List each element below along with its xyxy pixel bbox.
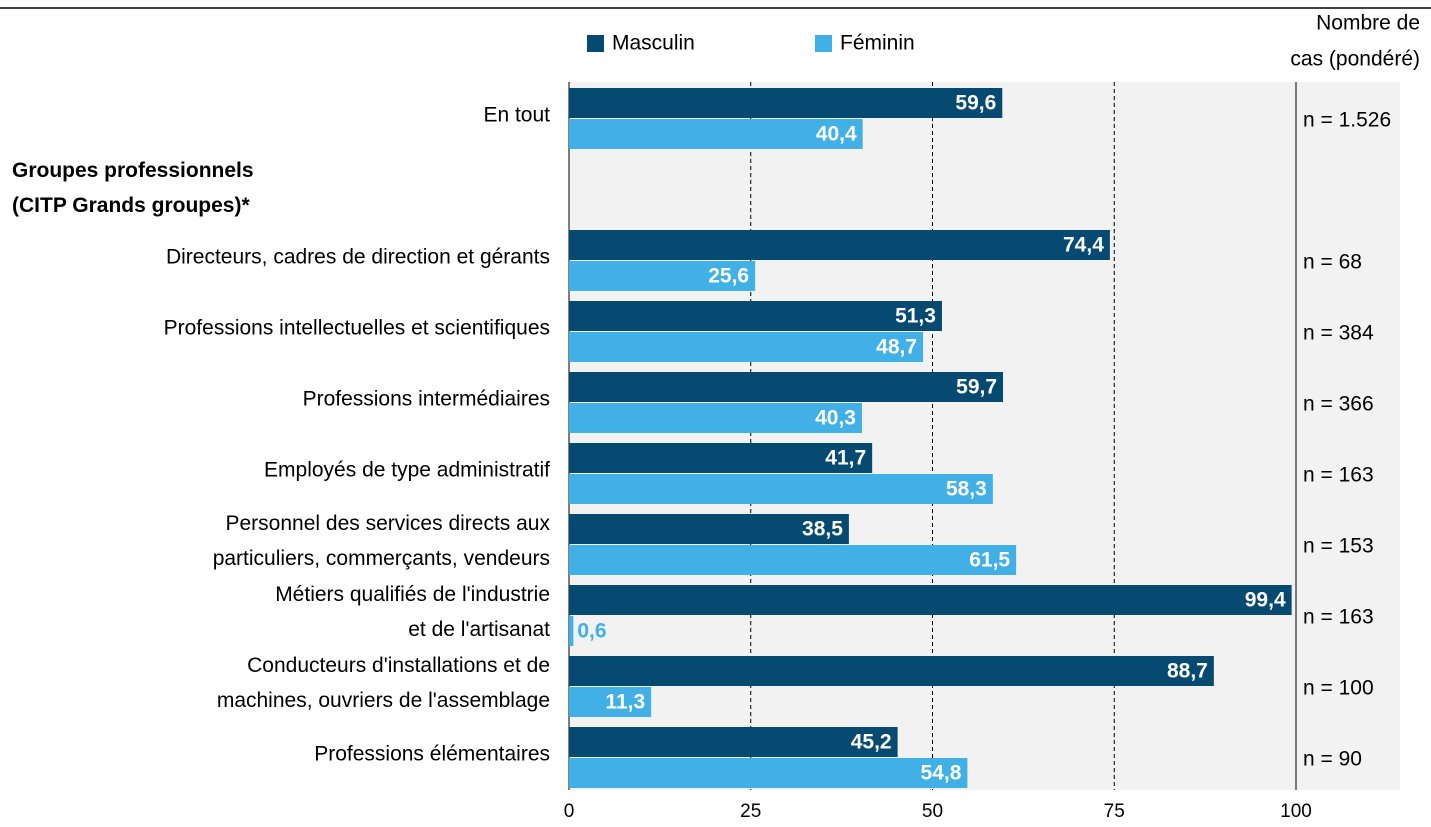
value-label: 51,3	[895, 305, 936, 328]
count-label: n = 153	[1303, 535, 1374, 558]
counts-title: Nombre de	[1316, 12, 1420, 35]
bar	[569, 474, 993, 504]
bar	[569, 687, 652, 717]
value-label: 59,6	[955, 92, 996, 115]
category-label: Métiers qualifiés de l'industrie	[275, 583, 550, 606]
value-label: 38,5	[802, 518, 843, 541]
x-tick-label: 75	[1104, 801, 1125, 822]
legend-label: Féminin	[840, 32, 915, 55]
bar	[569, 443, 873, 473]
bar	[569, 616, 574, 646]
count-label: n = 163	[1303, 464, 1374, 487]
category-label: Professions élémentaires	[314, 743, 550, 766]
x-tick-label: 0	[564, 801, 575, 822]
category-label: Directeurs, cadres de direction et géran…	[166, 246, 550, 269]
value-label: 58,3	[946, 478, 987, 501]
bar	[569, 372, 1004, 402]
count-label: n = 366	[1303, 393, 1374, 416]
group-heading: Groupes professionnels	[12, 159, 254, 182]
bar	[569, 727, 898, 757]
category-label: En tout	[483, 104, 550, 127]
count-label: n = 384	[1303, 322, 1374, 345]
category-label: Conducteurs d'installations et de	[247, 654, 550, 677]
category-label: Personnel des services directs aux	[226, 512, 551, 535]
legend-label: Masculin	[612, 32, 695, 55]
counts-title: cas (pondéré)	[1290, 48, 1420, 71]
bar	[569, 301, 942, 331]
category-label: particuliers, commerçants, vendeurs	[213, 547, 550, 570]
category-label: et de l'artisanat	[408, 618, 550, 641]
bar	[569, 514, 849, 544]
count-label: n = 100	[1303, 677, 1374, 700]
legend-swatch	[815, 35, 832, 52]
value-label: 25,6	[708, 265, 749, 288]
category-label: Professions intellectuelles et scientifi…	[164, 317, 550, 340]
value-label: 48,7	[876, 336, 917, 359]
bar	[569, 332, 924, 362]
value-label: 11,3	[605, 691, 645, 714]
count-label: n = 90	[1303, 748, 1362, 771]
value-label: 0,6	[577, 620, 606, 643]
value-label: 88,7	[1167, 660, 1208, 683]
bar	[569, 261, 756, 291]
value-label: 45,2	[851, 731, 892, 754]
category-label: machines, ouvriers de l'assemblage	[217, 689, 550, 712]
value-label: 41,7	[825, 447, 866, 470]
bar	[569, 585, 1292, 615]
bar	[569, 758, 968, 788]
count-label: n = 68	[1303, 251, 1362, 274]
value-label: 40,3	[815, 407, 856, 430]
legend-swatch	[587, 35, 604, 52]
count-label: n = 163	[1303, 606, 1374, 629]
category-label: Employés de type administratif	[264, 459, 550, 482]
x-tick-label: 50	[922, 801, 943, 822]
value-label: 61,5	[969, 549, 1010, 572]
bar	[569, 88, 1003, 118]
value-label: 99,4	[1245, 589, 1286, 612]
count-label: n = 1.526	[1303, 109, 1391, 132]
bar	[569, 230, 1110, 260]
value-label: 74,4	[1063, 234, 1104, 257]
bar	[569, 119, 863, 149]
value-label: 54,8	[921, 762, 962, 785]
value-label: 40,4	[816, 123, 857, 146]
value-label: 59,7	[956, 376, 997, 399]
x-tick-label: 25	[740, 801, 761, 822]
bar	[569, 545, 1017, 575]
x-tick-label: 100	[1280, 801, 1312, 822]
bar	[569, 403, 862, 433]
category-label: Professions intermédiaires	[303, 388, 550, 411]
bar	[569, 656, 1214, 686]
group-heading: (CITP Grands groupes)*	[12, 194, 250, 217]
